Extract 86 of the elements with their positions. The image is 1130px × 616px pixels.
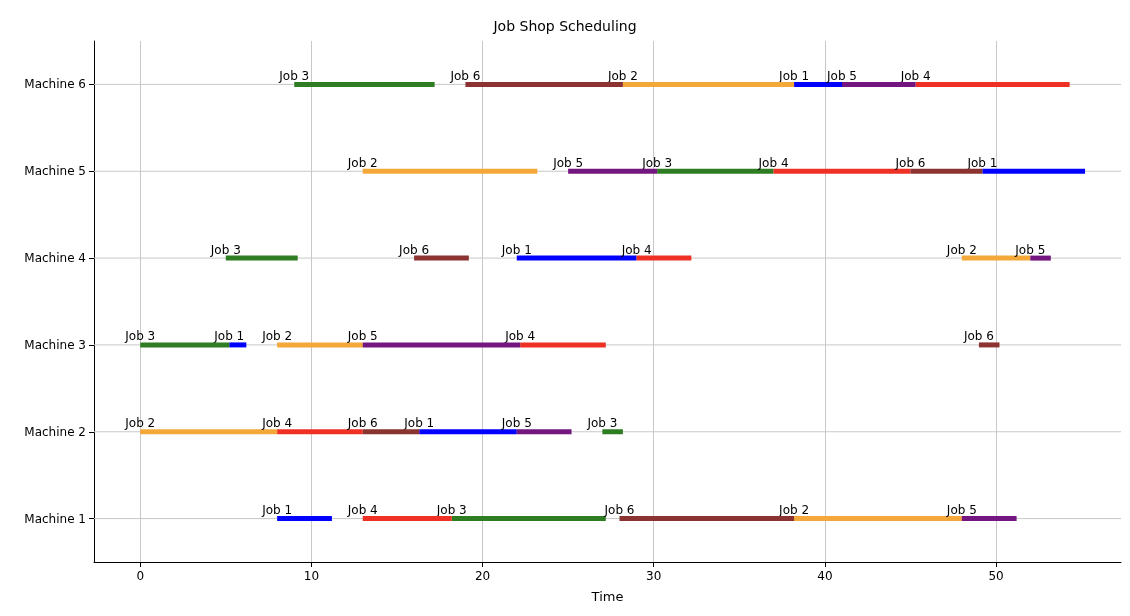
text: Job 6 xyxy=(347,416,378,431)
text: Job 4 xyxy=(900,68,931,83)
y-tick-label: Machine 3 xyxy=(24,337,86,352)
bar xyxy=(465,81,623,87)
chart-title: Job Shop Scheduling xyxy=(492,18,637,34)
text: Job 6 xyxy=(963,329,994,344)
x-tick-label: 20 xyxy=(474,569,491,583)
text: Job 1 xyxy=(214,329,245,344)
series-label: Job 5 xyxy=(1014,242,1046,257)
y-tick-label: Machine 5 xyxy=(24,164,86,179)
bar xyxy=(773,168,911,174)
bar xyxy=(362,342,521,348)
x-tick-label: 0 xyxy=(136,569,145,583)
bar xyxy=(910,168,983,174)
bar xyxy=(520,342,606,348)
text: Job 6 xyxy=(895,155,926,170)
text: Job 2 xyxy=(347,155,378,170)
text: Job 3 xyxy=(279,68,310,83)
text: Job 6 xyxy=(450,68,481,83)
bar xyxy=(277,516,332,522)
bar xyxy=(516,429,572,435)
bar xyxy=(362,516,452,522)
bar xyxy=(140,342,230,348)
bar xyxy=(277,429,363,435)
bar xyxy=(636,255,692,261)
y-tick-label: Machine 6 xyxy=(24,77,86,92)
text: Job 2 xyxy=(125,416,156,431)
text: Job 1 xyxy=(779,68,810,83)
text: Job 5 xyxy=(347,329,378,344)
x-axis-title: Time xyxy=(590,589,624,604)
bar xyxy=(842,81,916,87)
bar xyxy=(277,342,363,348)
bar xyxy=(229,342,247,348)
bar xyxy=(225,255,298,261)
y-tick-label: Machine 4 xyxy=(24,251,86,266)
y-tick-label: Machine 2 xyxy=(24,424,86,439)
bar xyxy=(622,81,795,87)
bar xyxy=(619,516,795,522)
text: Job 5 xyxy=(827,68,857,83)
bar xyxy=(915,81,1070,87)
bar xyxy=(794,516,962,522)
text: Job 5 xyxy=(553,155,584,170)
text: Job 1 xyxy=(262,503,293,518)
y-tick-label: Machine 1 xyxy=(24,511,86,526)
series-label: Job 2 xyxy=(945,242,977,257)
text: Job 2 xyxy=(607,68,638,83)
text: Job 1 xyxy=(404,416,435,431)
text: Job 4 xyxy=(347,503,378,518)
bar xyxy=(516,255,637,261)
text: Job 2 xyxy=(262,329,293,344)
bar xyxy=(961,255,1031,261)
bar xyxy=(982,168,1086,174)
bar xyxy=(657,168,774,174)
text: Job 4 xyxy=(505,329,536,344)
bar xyxy=(1030,255,1051,261)
bar xyxy=(294,81,435,87)
text: Job 3 xyxy=(436,503,467,518)
bar xyxy=(419,429,517,435)
bar xyxy=(978,342,1000,348)
text: Job 3 xyxy=(642,155,673,170)
bar xyxy=(451,516,606,522)
bar xyxy=(568,168,658,174)
series-label: Job 1 xyxy=(500,242,532,257)
bar xyxy=(602,429,623,435)
series-label: Job 6 xyxy=(398,242,430,257)
series-label: Job 4 xyxy=(620,242,652,257)
text: Job 1 xyxy=(967,155,998,170)
bar xyxy=(140,429,278,435)
text: Job 6 xyxy=(604,503,635,518)
bar xyxy=(961,516,1017,522)
text: Job 2 xyxy=(779,503,810,518)
series-label: Job 3 xyxy=(209,242,241,257)
text: Job 4 xyxy=(758,155,789,170)
bar xyxy=(362,429,420,435)
text: Job 5 xyxy=(501,416,532,431)
x-tick-label: 30 xyxy=(646,569,662,583)
x-tick-label: 40 xyxy=(817,569,833,583)
bar xyxy=(794,81,842,87)
text: Job 4 xyxy=(262,416,293,431)
bar xyxy=(414,255,469,261)
text: Job 5 xyxy=(946,503,977,518)
x-tick-label: 50 xyxy=(988,569,1004,583)
x-tick-label: 10 xyxy=(303,569,320,583)
text: Job 3 xyxy=(125,329,156,344)
bar xyxy=(362,168,538,174)
text: Job 3 xyxy=(587,416,618,431)
